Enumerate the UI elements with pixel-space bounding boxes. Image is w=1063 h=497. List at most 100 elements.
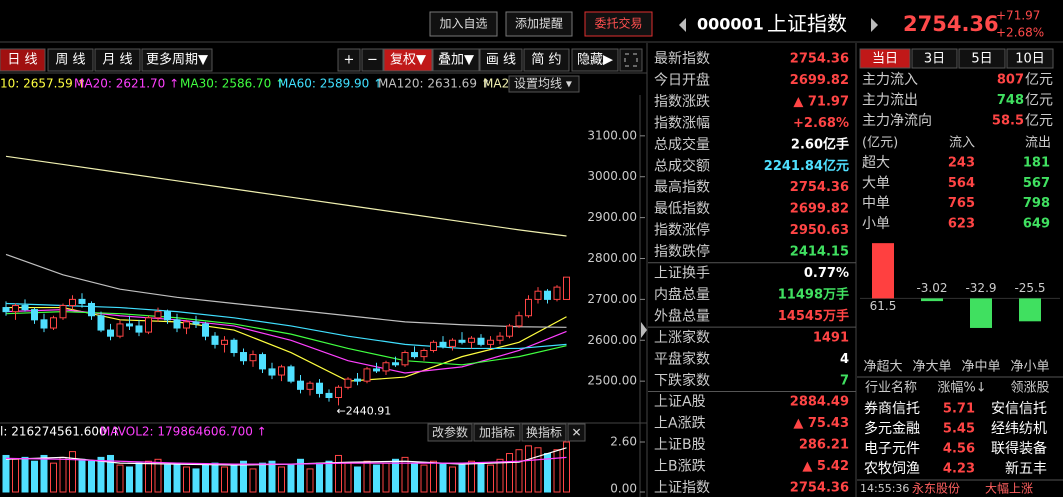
- candle-body: [449, 339, 456, 347]
- candle-body: [468, 337, 475, 343]
- candle-body: [240, 352, 247, 362]
- industry-name: 电子元件: [864, 441, 920, 457]
- indicator-button-label: 改参数: [432, 425, 468, 440]
- low-label: ←2440.91: [337, 404, 392, 417]
- flow-tab[interactable]: [911, 48, 958, 69]
- industry-header: 涨幅%↓: [937, 381, 986, 396]
- volume-bar: [354, 466, 361, 493]
- candle-body: [259, 354, 266, 370]
- quote-value: 14545万手: [778, 308, 849, 324]
- next-icon[interactable]: [871, 18, 878, 32]
- tool-button[interactable]: [432, 48, 480, 72]
- flow-tab[interactable]: [1006, 48, 1054, 69]
- flow-tab[interactable]: [859, 48, 911, 69]
- volume-bar: [183, 466, 190, 493]
- flow-bar: [921, 298, 943, 302]
- indicator-button[interactable]: [521, 423, 567, 442]
- quote-label: 上证A股: [654, 394, 706, 410]
- indicator-button[interactable]: [427, 423, 473, 442]
- tool-button[interactable]: [571, 48, 619, 72]
- candle-body: [344, 378, 352, 388]
- last-price: 2754.36: [903, 12, 999, 36]
- y-tick-label: 2700.00: [587, 292, 637, 306]
- period-tab[interactable]: [0, 48, 46, 72]
- candle-body: [69, 298, 76, 307]
- candle-body: [2, 307, 10, 313]
- volume-bar: [496, 458, 504, 493]
- volume-bar: [306, 468, 314, 493]
- candle-body: [316, 382, 323, 394]
- detail-label: 中单: [862, 196, 890, 212]
- quote-value: 2950.63: [790, 223, 849, 238]
- quote-label: 上A涨跌: [654, 416, 706, 432]
- detail-label: 小单: [862, 216, 890, 232]
- quote-label: 上B涨跌: [654, 459, 706, 475]
- quote-label: 下跌家数: [654, 372, 710, 389]
- volume-ma-line: [5, 456, 567, 465]
- quote-label: 指数跌停: [654, 243, 710, 260]
- prev-icon[interactable]: [679, 18, 686, 32]
- ma-line: [5, 155, 567, 237]
- button[interactable]: [505, 11, 573, 37]
- volume-bar: [373, 464, 380, 493]
- quote-label: 上证换手: [654, 265, 710, 282]
- quote-value: ▲ 71.97: [793, 94, 849, 109]
- quote-label: 平盘家数: [654, 350, 710, 367]
- period-tab[interactable]: [94, 48, 141, 72]
- volume-bar: [382, 462, 390, 493]
- flow-unit: 亿元: [1025, 93, 1053, 109]
- candle-body: [221, 339, 228, 345]
- button-label: 加入自选: [439, 17, 487, 31]
- quote-label: 最低指数: [654, 201, 710, 217]
- volume-bar: [154, 458, 162, 493]
- quote-label: 外盘总量: [654, 307, 710, 324]
- y-tick-label: 2800.00: [587, 251, 637, 265]
- period-tab[interactable]: [141, 48, 213, 72]
- volume-bar: [50, 462, 57, 493]
- indicator-button[interactable]: [567, 423, 586, 442]
- tool-button[interactable]: [479, 48, 523, 72]
- collapse-icon[interactable]: [641, 322, 647, 338]
- button[interactable]: [429, 11, 498, 37]
- tool-button[interactable]: [361, 48, 384, 72]
- candle-body: [506, 325, 513, 337]
- flow-bar-label: -25.5: [1014, 281, 1045, 295]
- volume-bar: [259, 462, 266, 493]
- flow-value: 807: [997, 73, 1024, 88]
- flow-tab-label: 10日: [1015, 52, 1045, 67]
- volume-bar: [12, 458, 19, 493]
- quote-value: +2.68%: [793, 116, 849, 131]
- candle-body: [525, 298, 532, 317]
- candle-body: [297, 380, 304, 390]
- industry-name: 农牧饲渔: [864, 461, 920, 477]
- ticker-event: 大幅上涨: [985, 481, 1033, 496]
- volume-bar: [525, 445, 532, 493]
- quote-label: 指数涨幅: [654, 115, 710, 131]
- volume-bar: [278, 466, 285, 493]
- candle-body: [230, 339, 238, 354]
- industry-pct: 4.56: [943, 442, 975, 457]
- flow-tab-label: 3日: [924, 52, 945, 67]
- volume-bar: [69, 451, 76, 493]
- candle-body: [515, 315, 523, 327]
- ma-settings-label: 设置均线 ▾: [514, 77, 572, 91]
- tool-button[interactable]: [523, 48, 570, 72]
- candle-body: [12, 305, 19, 313]
- ma-legend: MA60: 2589.90 ↑: [278, 77, 383, 91]
- volume-bar: [211, 462, 219, 493]
- candle-body: [534, 290, 542, 300]
- tool-button[interactable]: [383, 48, 433, 72]
- flow-category: 净大单: [912, 360, 951, 375]
- fullscreen-button[interactable]: [619, 48, 643, 72]
- quote-label: 今日开盘: [654, 71, 710, 88]
- period-tab-label: 日 线: [7, 53, 37, 68]
- indicator-button[interactable]: [473, 423, 521, 442]
- industry-pct: 5.71: [943, 402, 975, 417]
- quote-label: 指数涨跌: [654, 94, 710, 110]
- flow-tab[interactable]: [958, 48, 1006, 69]
- button[interactable]: [584, 11, 653, 37]
- tool-button[interactable]: [337, 48, 361, 72]
- ma-settings-button[interactable]: [508, 75, 580, 93]
- detail-outflow: 181: [1023, 156, 1050, 171]
- period-tab[interactable]: [47, 48, 94, 72]
